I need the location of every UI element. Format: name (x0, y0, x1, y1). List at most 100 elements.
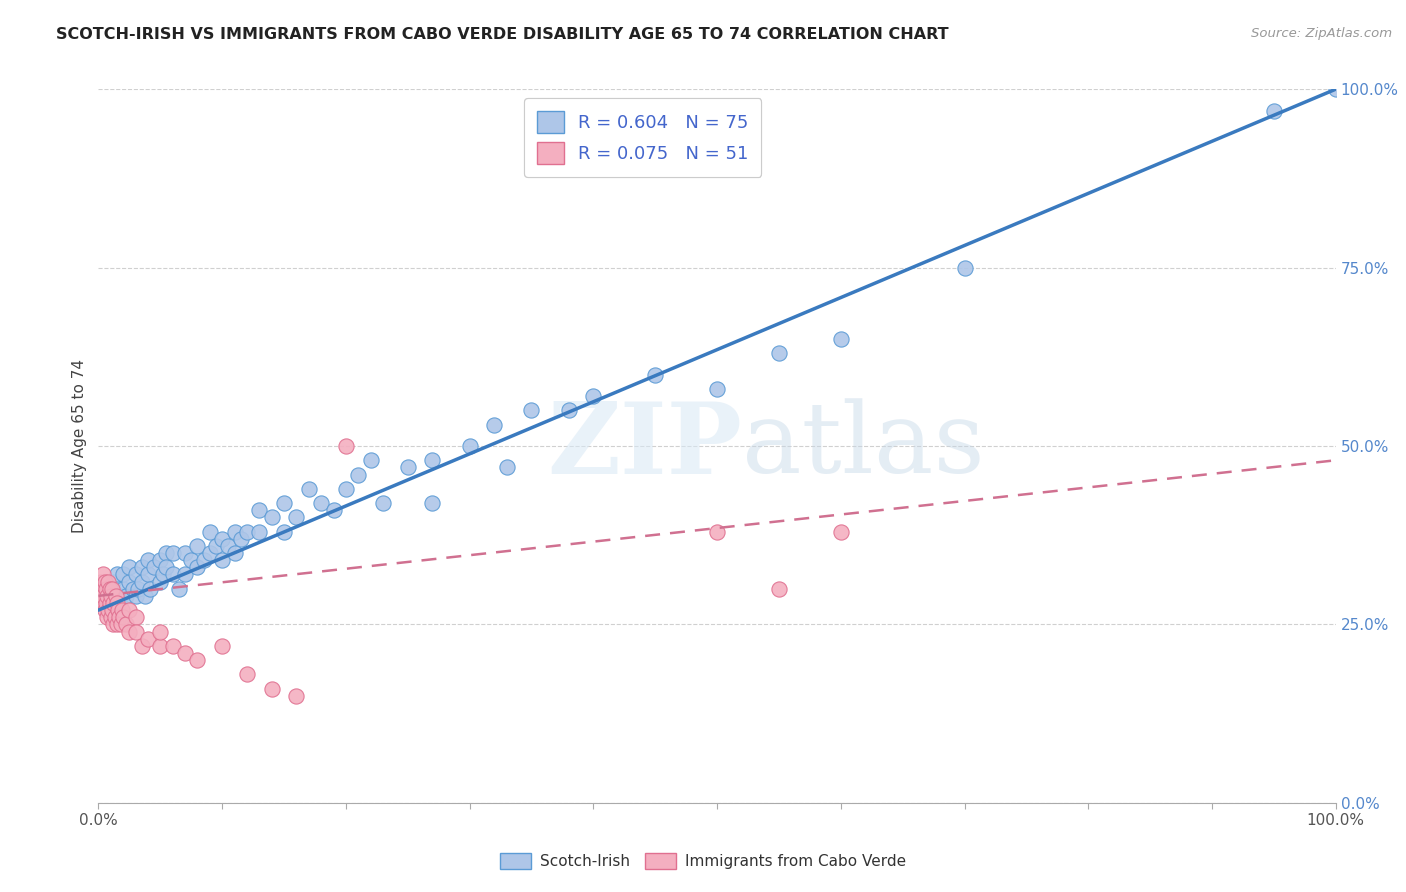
Point (110, 589, 132, 603)
Point (131, 560, 153, 574)
Point (180, 553, 202, 567)
Point (127, 582, 149, 596)
Point (105, 567, 128, 582)
Point (422, 453, 444, 467)
Point (105, 596, 128, 610)
Point (155, 546, 177, 560)
Point (94, 596, 117, 610)
Point (309, 496, 332, 510)
Point (768, 582, 790, 596)
Point (830, 332, 852, 346)
Point (103, 610, 125, 624)
Point (162, 567, 184, 582)
Point (557, 403, 579, 417)
Point (193, 553, 215, 567)
Point (260, 681, 283, 696)
Point (582, 389, 605, 403)
Point (131, 639, 153, 653)
Point (143, 560, 166, 574)
Point (247, 503, 270, 517)
Point (111, 603, 134, 617)
Point (124, 567, 146, 582)
Point (118, 624, 141, 639)
Point (114, 589, 136, 603)
Point (198, 524, 221, 539)
Point (149, 639, 172, 653)
Point (247, 524, 270, 539)
Point (224, 524, 246, 539)
Point (131, 574, 153, 589)
Point (484, 417, 506, 432)
Point (136, 567, 159, 582)
Point (98, 582, 121, 596)
Point (118, 560, 141, 574)
Point (136, 553, 159, 567)
Point (335, 439, 357, 453)
Point (396, 460, 419, 475)
Point (103, 596, 125, 610)
Point (236, 524, 259, 539)
Point (217, 539, 239, 553)
Point (100, 589, 122, 603)
Point (105, 596, 128, 610)
Point (644, 368, 666, 382)
Point (112, 582, 135, 596)
Point (89, 585, 111, 599)
Point (101, 603, 124, 617)
Point (236, 667, 259, 681)
Point (285, 689, 308, 703)
Point (110, 617, 132, 632)
Point (139, 582, 162, 596)
Text: atlas: atlas (742, 398, 984, 494)
Point (1324, 82, 1347, 96)
Point (100, 610, 122, 624)
Point (122, 582, 145, 596)
Point (149, 574, 172, 589)
Point (162, 546, 184, 560)
Point (229, 532, 252, 546)
Point (186, 539, 208, 553)
Text: Source: ZipAtlas.com: Source: ZipAtlas.com (1251, 27, 1392, 40)
Point (335, 482, 357, 496)
Point (94, 582, 117, 596)
Point (112, 610, 135, 624)
Point (211, 639, 233, 653)
Point (91, 582, 114, 596)
Point (124, 610, 146, 624)
Point (224, 546, 246, 560)
Point (108, 610, 131, 624)
Point (520, 403, 543, 417)
Point (706, 524, 728, 539)
Point (186, 560, 208, 574)
Point (91, 596, 114, 610)
Point (273, 496, 295, 510)
Point (114, 617, 136, 632)
Legend: R = 0.604   N = 75, R = 0.075   N = 51: R = 0.604 N = 75, R = 0.075 N = 51 (524, 98, 762, 177)
Point (100, 582, 122, 596)
Point (1263, 103, 1285, 118)
Point (97, 574, 120, 589)
Point (422, 496, 444, 510)
Point (118, 603, 141, 617)
Point (186, 653, 208, 667)
Point (136, 632, 159, 646)
Point (167, 582, 190, 596)
Point (124, 624, 146, 639)
Point (124, 589, 146, 603)
Point (768, 346, 790, 360)
Point (96, 589, 118, 603)
Point (107, 603, 129, 617)
Y-axis label: Disability Age 65 to 74: Disability Age 65 to 74 (72, 359, 87, 533)
Point (174, 567, 197, 582)
Point (174, 646, 197, 660)
Point (953, 260, 976, 275)
Point (96, 610, 118, 624)
Point (101, 582, 124, 596)
Point (211, 532, 233, 546)
Point (93, 567, 115, 582)
Point (198, 546, 221, 560)
Point (322, 503, 344, 517)
Point (347, 467, 370, 482)
Point (211, 553, 233, 567)
Point (112, 567, 135, 582)
